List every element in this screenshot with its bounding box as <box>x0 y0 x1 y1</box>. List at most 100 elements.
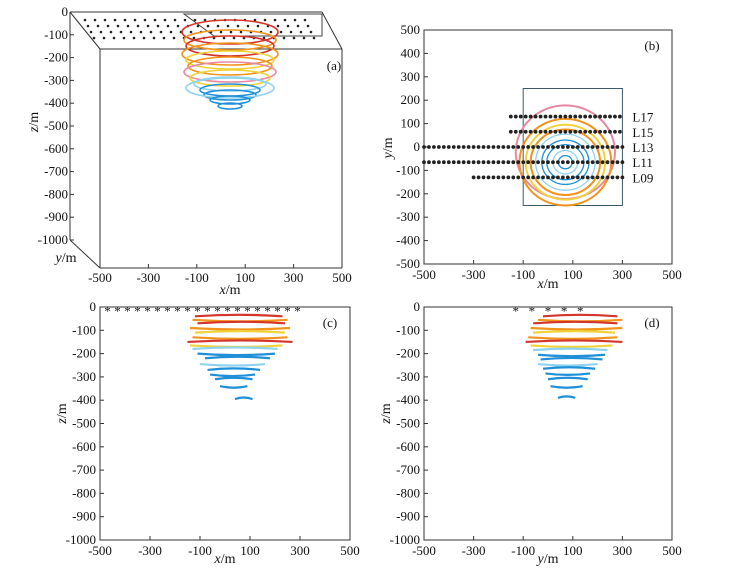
survey-dot <box>526 160 531 165</box>
survey-dot <box>511 145 516 149</box>
z-tick-label: 0 <box>62 4 69 19</box>
survey-dot <box>508 114 513 119</box>
survey-dot <box>533 114 538 119</box>
x-axis-label-var: x <box>219 283 227 298</box>
station-dot <box>306 24 310 28</box>
survey-dot <box>595 175 600 180</box>
survey-dot <box>593 114 598 119</box>
survey-dot <box>585 160 590 165</box>
y-tick-label: -500 <box>396 416 420 431</box>
station-dot <box>246 24 250 28</box>
survey-dot <box>531 160 536 165</box>
survey-dot <box>541 175 545 180</box>
z-tick-label: -600 <box>44 141 68 156</box>
survey-dot <box>432 160 436 165</box>
survey-dot <box>521 145 526 149</box>
survey-dot <box>486 160 491 165</box>
survey-line-label: L17 <box>632 110 653 125</box>
depth-slice <box>207 367 261 372</box>
x-tick-label: -500 <box>88 270 112 285</box>
station-marker: * <box>294 303 301 318</box>
x-tick-label: 300 <box>284 270 304 285</box>
survey-dot <box>556 175 560 180</box>
survey-dot <box>446 160 451 165</box>
y-tick-label: -500 <box>396 256 420 271</box>
survey-dot <box>456 145 461 149</box>
station-dot <box>172 36 176 40</box>
y-tick-label: 500 <box>401 22 421 37</box>
survey-dot <box>610 175 615 180</box>
survey-dot <box>481 160 486 165</box>
survey-dot <box>476 175 481 180</box>
survey-dot <box>583 114 588 119</box>
y-axis-label-text: z/m <box>379 403 394 424</box>
survey-dot <box>598 114 602 119</box>
survey-dot <box>590 175 595 180</box>
survey-dot <box>575 145 580 149</box>
survey-dot <box>610 145 615 149</box>
station-dot <box>286 24 290 28</box>
z-tick-label: -400 <box>44 95 68 110</box>
station-marker: * <box>204 303 211 318</box>
isosurface-slice <box>181 42 279 66</box>
depth-slice <box>187 339 293 344</box>
survey-dot <box>511 175 516 180</box>
station-dot <box>193 18 197 22</box>
depth-slice <box>197 352 276 357</box>
station-marker: * <box>577 303 584 318</box>
x-axis-label: y/m <box>536 552 559 567</box>
depth-slice <box>214 376 253 381</box>
survey-dot <box>615 145 620 149</box>
survey-dot <box>523 114 528 119</box>
z-tick-label: -900 <box>44 209 68 224</box>
x-tick-label: -300 <box>462 267 486 282</box>
x-axis-label-text: x/m <box>214 552 236 567</box>
station-dot <box>162 36 166 40</box>
survey-dot <box>521 175 526 180</box>
station-dot <box>309 30 313 34</box>
survey-dot <box>523 129 528 134</box>
isosurface-slice <box>209 95 251 105</box>
isosurface-slice <box>181 19 279 45</box>
isosurface-slice <box>185 35 275 57</box>
z-tick-label: -700 <box>44 164 68 179</box>
survey-dot <box>496 160 501 165</box>
survey-dot <box>511 160 516 165</box>
y-tick-label: -300 <box>72 369 96 384</box>
station-marker: * <box>224 303 231 318</box>
station-dot <box>232 36 236 40</box>
x-axis-label-text: x/m <box>219 283 241 298</box>
survey-dot <box>422 160 426 165</box>
panel-label: (b) <box>644 38 659 53</box>
survey-dot <box>580 175 585 180</box>
station-dot <box>289 30 293 34</box>
isosurface-slice <box>193 76 267 92</box>
station-marker: * <box>124 303 131 318</box>
x-axis-label: x/m <box>219 283 241 298</box>
y-tick-label: -1000 <box>66 532 96 547</box>
y-axis-label-var: y <box>54 251 63 266</box>
station-dot <box>176 24 180 28</box>
survey-dot <box>558 114 563 119</box>
station-dot <box>126 24 130 28</box>
survey-dot <box>600 145 605 149</box>
survey-dot <box>526 175 531 180</box>
x-axis-label-text: y/m <box>536 552 559 567</box>
y-tick-label: -500 <box>72 416 96 431</box>
panel-label: (a) <box>327 58 341 73</box>
survey-dot <box>615 175 620 180</box>
x-tick-label: -100 <box>511 543 535 558</box>
y-tick-label: 400 <box>401 45 421 60</box>
x-axis-label-text: x/m <box>537 277 559 292</box>
survey-dot <box>583 129 588 134</box>
survey-dot <box>543 114 548 119</box>
depth-slice <box>528 336 618 340</box>
x-tick-label: 100 <box>235 270 255 285</box>
survey-dot <box>471 175 476 180</box>
survey-dot <box>608 129 612 134</box>
survey-dot <box>466 160 471 165</box>
station-marker: * <box>234 303 241 318</box>
survey-dot <box>481 145 486 149</box>
depth-slice <box>537 353 606 358</box>
survey-dot <box>501 145 506 149</box>
